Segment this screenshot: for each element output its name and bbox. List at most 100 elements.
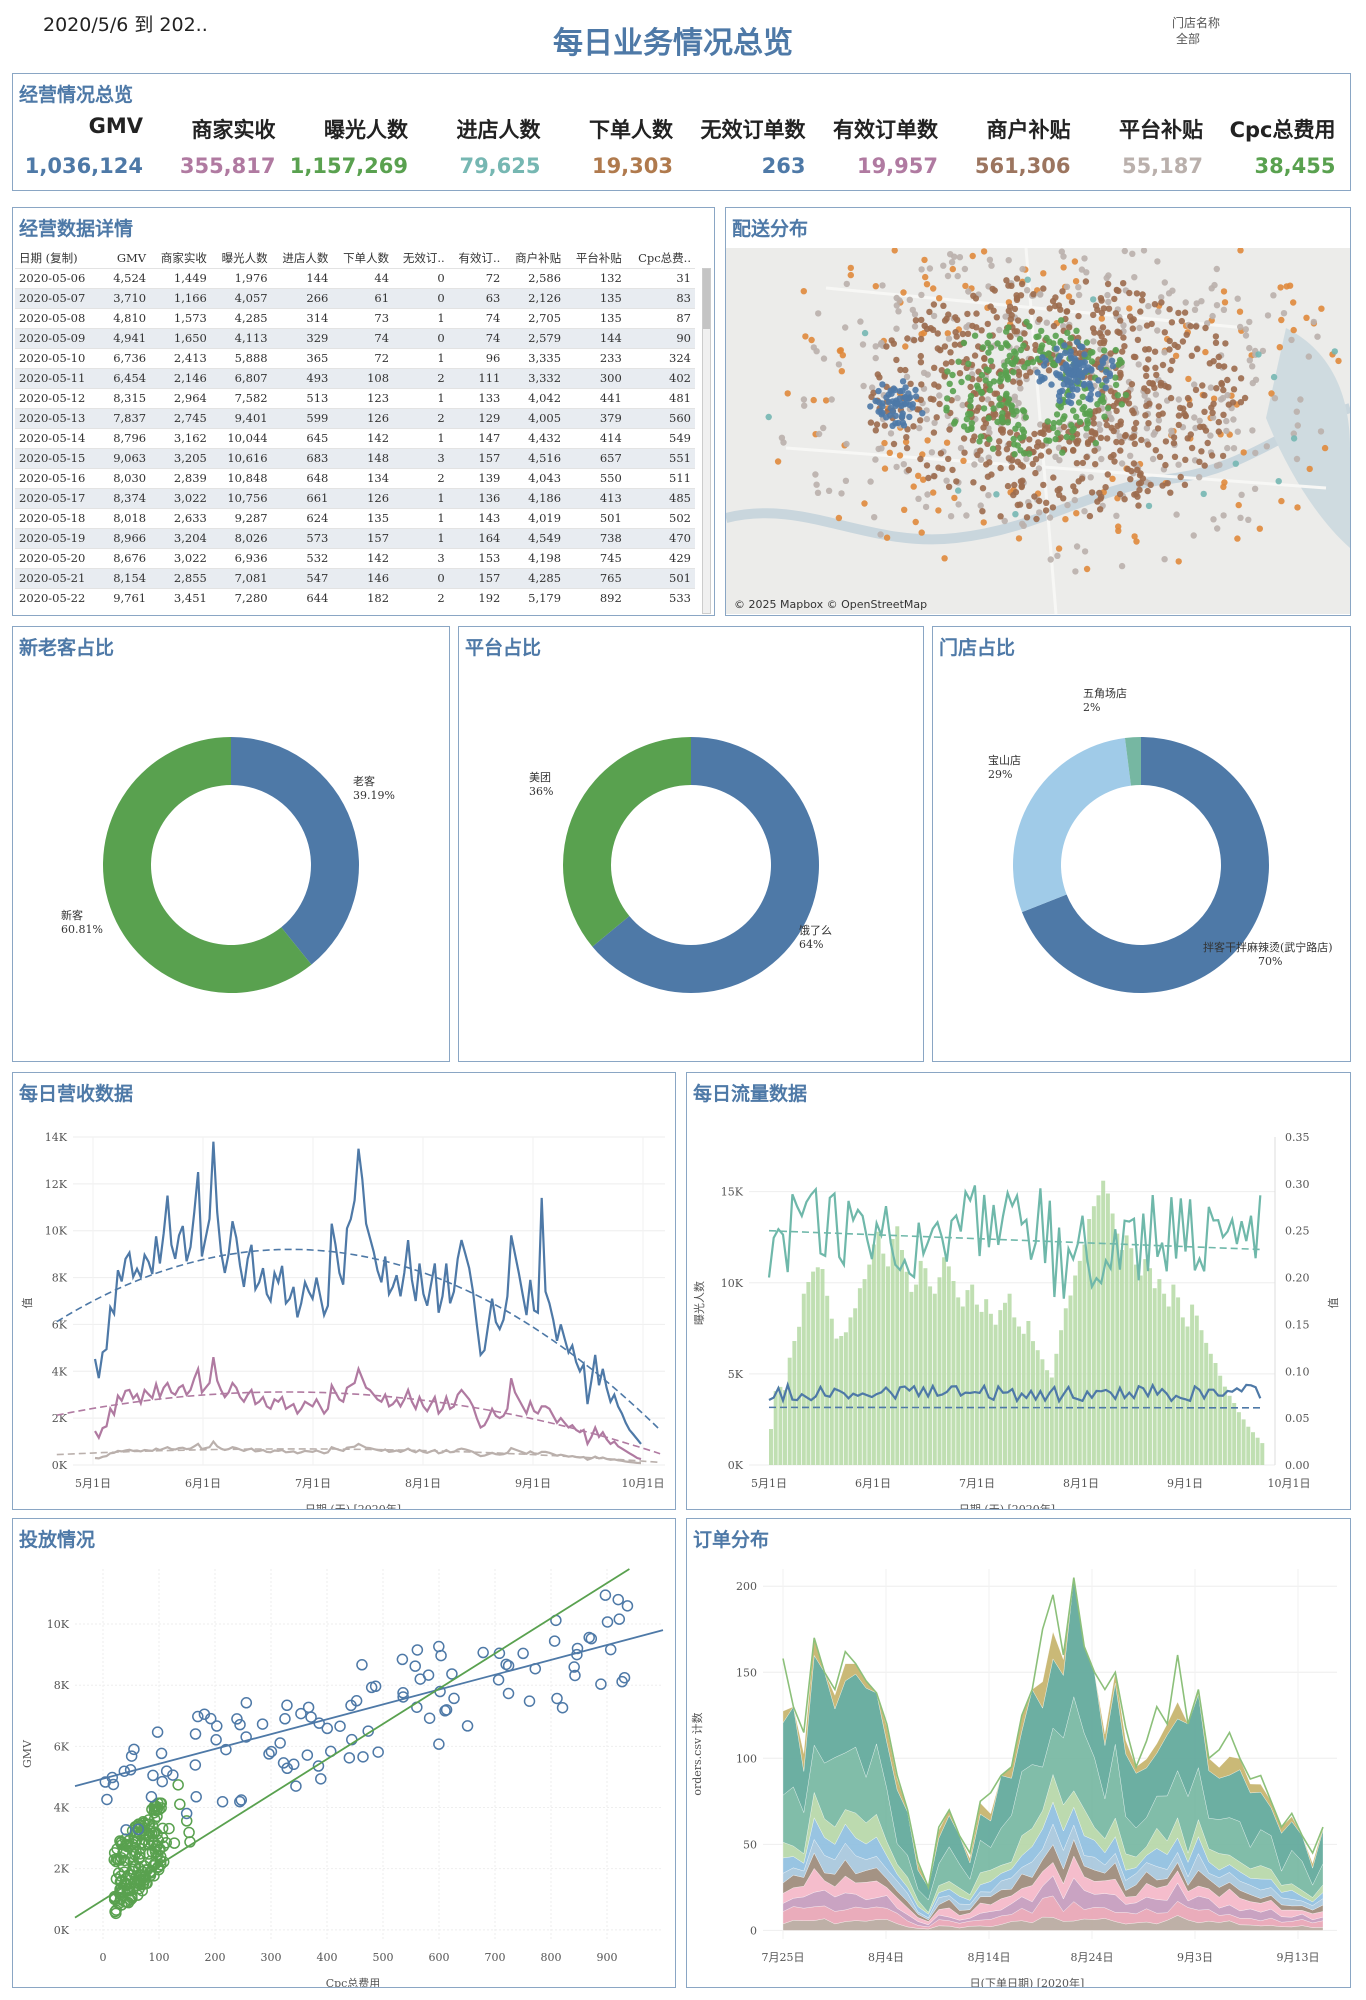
delivery-point xyxy=(1290,326,1297,334)
delivery-point xyxy=(1062,349,1069,356)
y-axis-title: GMV xyxy=(21,1739,34,1768)
delivery-point xyxy=(1263,443,1270,450)
table-header-cell[interactable]: 商户补贴 xyxy=(515,250,562,265)
scatter-chart[interactable]: 0 100 200 300 400 500 600 700 800 900 0K 2K 4K 6K 8K 10… xyxy=(13,1559,675,1987)
delivery-point xyxy=(998,415,1006,423)
delivery-point xyxy=(1155,403,1162,410)
delivery-point xyxy=(1070,483,1077,490)
table-header-cell[interactable]: 进店人数 xyxy=(282,250,329,265)
delivery-point xyxy=(985,349,992,356)
delivery-point xyxy=(1220,411,1227,418)
delivery-point xyxy=(825,487,833,494)
delivery-point xyxy=(1081,255,1088,262)
delivery-point xyxy=(1028,308,1035,315)
delivery-point xyxy=(1007,333,1014,341)
delivery-point xyxy=(1135,361,1142,368)
delivery-point xyxy=(1003,372,1010,380)
delivery-point xyxy=(1142,412,1149,419)
date-range-filter[interactable]: 2020/5/6 到 202.. xyxy=(43,14,208,36)
delivery-point xyxy=(1169,357,1176,364)
table-row[interactable]: 2020-05-13 7,837 2,745 9,401 599 126 2 129 4,005… xyxy=(15,407,695,428)
table-row[interactable]: 2020-05-17 8,374 3,022 10,756 661 126 1 136 4,18… xyxy=(15,487,695,508)
delivery-point xyxy=(963,512,970,519)
scatter-point xyxy=(190,1791,202,1803)
table-row[interactable]: 2020-05-16 8,030 2,839 10,848 648 134 2 139 4,04… xyxy=(15,467,695,488)
scatter-point xyxy=(265,1745,278,1758)
delivery-point xyxy=(1100,398,1107,406)
revenue-line-chart[interactable]: 0K 2K 4K 6K 8K 10K 12K 14K 5月1日 6月1日 7月1日 8月1日 9月1日 1… xyxy=(13,1113,675,1509)
detail-table-wrap[interactable]: 日期 (复制) GMV 商家实收 曝光人数 进店人数 下单人数 无效订.. 有效订.. 商户补贴… xyxy=(15,248,705,615)
table-row[interactable]: 2020-05-08 4,810 1,573 4,285 314 73 1 74 2,705 13… xyxy=(15,307,695,328)
delivery-map[interactable] xyxy=(726,248,1350,614)
delivery-point xyxy=(861,329,869,337)
delivery-point xyxy=(1003,390,1010,397)
table-cell: 157 xyxy=(448,447,505,468)
table-row[interactable]: 2020-05-22 9,761 3,451 7,280 644 182 2 192 5,179… xyxy=(15,587,695,608)
table-header-cell[interactable]: GMV xyxy=(116,250,147,265)
table-row[interactable]: 2020-05-20 8,676 3,022 6,936 532 142 3 153 4,198… xyxy=(15,547,695,568)
scatter-point xyxy=(301,1749,314,1761)
table-row[interactable]: 2020-05-15 9,063 3,205 10,616 683 148 3 157 4,51… xyxy=(15,447,695,468)
table-row[interactable]: 2020-05-18 8,018 2,633 9,287 624 135 1 143 4,019… xyxy=(15,507,695,528)
table-header-cell[interactable]: Cpc总费.. xyxy=(638,250,691,265)
table-header-cell[interactable]: 下单人数 xyxy=(343,250,390,265)
table-row[interactable]: 2020-05-19 8,966 3,204 8,026 573 157 1 164 4,549… xyxy=(15,527,695,548)
table-header-cell[interactable]: 曝光人数 xyxy=(221,250,268,265)
delivery-point xyxy=(1091,447,1098,454)
delivery-point xyxy=(1215,428,1222,435)
table-row[interactable]: 2020-05-06 4,524 1,449 1,976 144 44 0 72 2,586 13… xyxy=(15,267,695,288)
store-filter-value[interactable]: 全部 xyxy=(1176,32,1201,46)
table-header-cell[interactable]: 商家实收 xyxy=(160,250,207,265)
scatter-point xyxy=(595,1678,607,1690)
table-cell: 501 xyxy=(565,507,626,528)
delivery-point xyxy=(978,371,986,379)
delivery-point xyxy=(955,487,962,494)
delivery-point xyxy=(1097,434,1105,441)
delivery-point xyxy=(1249,363,1256,370)
bar xyxy=(951,1281,956,1465)
delivery-point xyxy=(1210,395,1218,402)
table-row[interactable]: 2020-05-07 3,710 1,166 4,057 266 61 0 63 2,126 13… xyxy=(15,287,695,308)
table-row[interactable]: 2020-05-10 6,736 2,413 5,888 365 72 1 96 3,335 23… xyxy=(15,347,695,368)
table-row[interactable]: 2020-05-21 8,154 2,855 7,081 547 146 0 157 4,285… xyxy=(15,567,695,588)
delivery-point xyxy=(965,288,972,295)
scatter-point xyxy=(172,1779,184,1791)
table-scrollbar[interactable] xyxy=(702,268,711,614)
delivery-point xyxy=(1252,449,1259,457)
x-tick-label: 9月1日 xyxy=(515,1477,551,1490)
table-header-cell[interactable]: 有效订.. xyxy=(458,250,501,265)
delivery-point xyxy=(1132,419,1140,427)
delivery-point xyxy=(1224,444,1231,452)
trend-line xyxy=(74,1568,630,1919)
delivery-point xyxy=(1010,378,1017,385)
delivery-point xyxy=(919,410,926,417)
traffic-combo-chart[interactable]: 0K 5K 10K 15K 0.00 0.05 0.10 0.15 0.20 0.25 0.30 0.… xyxy=(687,1113,1350,1509)
table-cell: 8,966 xyxy=(105,527,151,548)
delivery-point xyxy=(973,310,980,317)
delivery-point xyxy=(878,445,885,452)
table-header-cell[interactable]: 日期 (复制) xyxy=(19,250,78,265)
delivery-point xyxy=(942,360,950,367)
delivery-point xyxy=(1137,470,1144,477)
scatter-point xyxy=(517,1647,529,1660)
table-row[interactable]: 2020-05-11 6,454 2,146 6,807 493 108 2 111 3,332… xyxy=(15,367,695,388)
table-header-cell[interactable]: 平台补贴 xyxy=(575,250,622,265)
table-row[interactable]: 2020-05-09 4,941 1,650 4,113 329 74 0 74 2,579 14… xyxy=(15,327,695,348)
bar xyxy=(1129,1248,1134,1465)
delivery-point xyxy=(1039,442,1046,449)
table-row[interactable]: 2020-05-14 8,796 3,162 10,044 645 142 1 147 4,43… xyxy=(15,427,695,448)
delivery-point xyxy=(1120,322,1127,329)
table-cell: 0 xyxy=(393,567,449,588)
delivery-point xyxy=(1102,384,1109,391)
table-cell: 300 xyxy=(565,367,626,388)
delivery-point xyxy=(965,360,972,367)
delivery-point xyxy=(1026,436,1033,443)
table-cell: 5,888 xyxy=(210,347,272,368)
table-scrollbar-thumb[interactable] xyxy=(703,269,710,329)
map-panel: 配送分布 © 2025 Mapbox © OpenStreetMap xyxy=(725,207,1351,616)
table-header-cell[interactable]: 无效订.. xyxy=(402,250,445,265)
delivery-point xyxy=(1010,369,1017,376)
delivery-point xyxy=(1126,289,1133,297)
table-row[interactable]: 2020-05-12 8,315 2,964 7,582 513 123 1 133 4,042… xyxy=(15,387,695,408)
stacked-area-chart[interactable]: 0 50 100 150 200 7月25日 8月4日 8月14日 8月24日 9月3日 9月13日… xyxy=(687,1559,1350,1987)
